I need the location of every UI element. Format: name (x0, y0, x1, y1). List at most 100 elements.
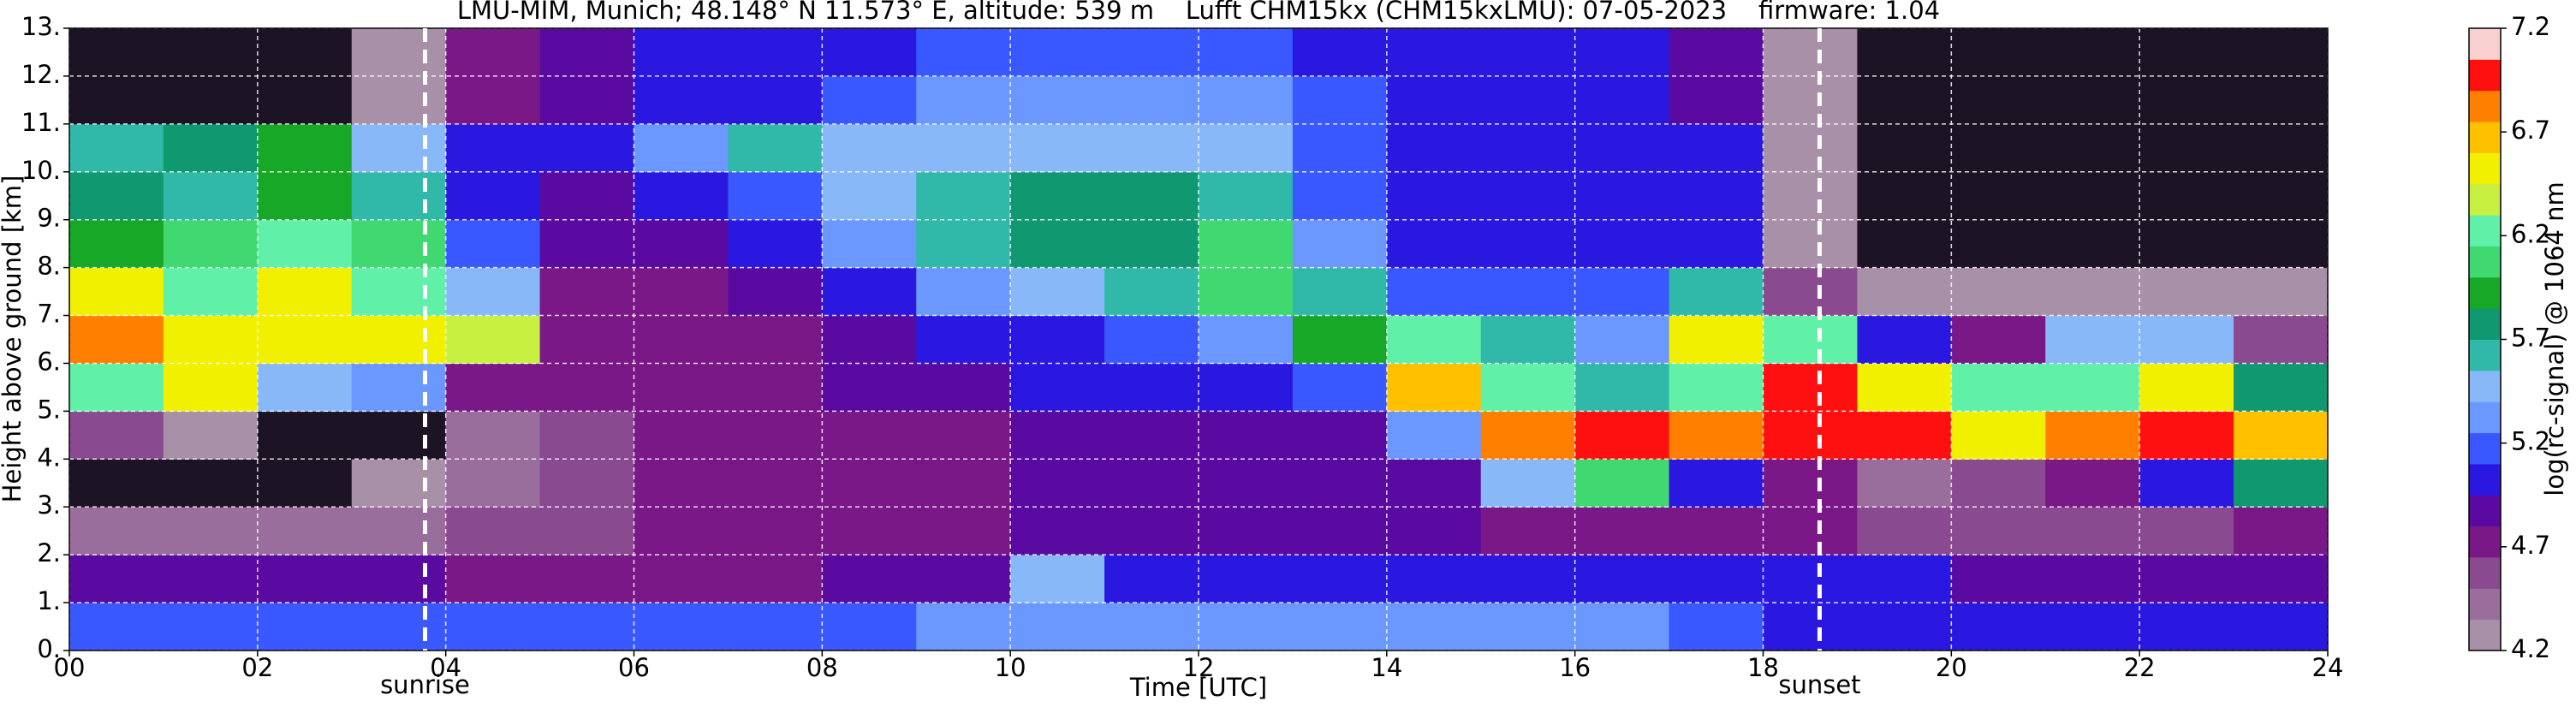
x-tick-label: 02 (241, 653, 273, 682)
heatmap-cell (1574, 603, 1670, 651)
heatmap-cell (1010, 267, 1105, 317)
heatmap-cell (1857, 219, 1952, 269)
heatmap-cell (822, 315, 917, 364)
colorbar-segment (2469, 556, 2501, 589)
heatmap-cell (1104, 219, 1199, 269)
heatmap-cell (2234, 75, 2329, 125)
plot-frame (68, 27, 2329, 651)
heatmap-cell (1292, 459, 1388, 508)
colorbar-tick-label: 4.2 (2511, 634, 2550, 663)
heatmap-cell (163, 123, 259, 173)
heatmap-cell (1951, 507, 2046, 556)
heatmap-cell (1199, 603, 1294, 651)
heatmap-cell (351, 411, 447, 460)
heatmap-cell (2139, 123, 2234, 173)
heatmap-cell (1199, 267, 1294, 317)
heatmap-cell (1951, 459, 2046, 508)
heatmap-cell (69, 411, 164, 460)
heatmap-cell (1857, 123, 1952, 173)
heatmap-cell (1763, 411, 1858, 460)
heatmap-cell (1574, 123, 1670, 173)
heatmap-cell (539, 171, 634, 221)
heatmap-cell (1669, 363, 1764, 412)
y-tick-label: 3. (37, 490, 61, 520)
colorbar-segment (2469, 463, 2501, 496)
heatmap-cell (351, 555, 447, 603)
colorbar-segment (2469, 183, 2501, 216)
heatmap-cell (539, 28, 634, 77)
heatmap-cell (1010, 411, 1105, 460)
heatmap-cell (1480, 555, 1576, 603)
heatmap-cell (1386, 75, 1482, 125)
heatmap-cell (1951, 267, 2046, 317)
heatmap-cell (2234, 411, 2329, 460)
heatmap-cell (1292, 555, 1388, 603)
heatmap-cell (1763, 555, 1858, 603)
heatmap-cell (1104, 555, 1199, 603)
heatmap-cell (1010, 28, 1105, 77)
heatmap-cell (163, 75, 259, 125)
heatmap-cell (822, 171, 917, 221)
heatmap-cell (1574, 267, 1670, 317)
heatmap-cell (1480, 363, 1576, 412)
heatmap-cell (916, 171, 1011, 221)
heatmap-cell (1763, 171, 1858, 221)
heatmap-cell (2234, 459, 2329, 508)
colorbar-tick-label: 6.7 (2511, 116, 2550, 145)
heatmap-cell (634, 411, 729, 460)
colorbar-tick-label: 6.2 (2511, 219, 2550, 248)
heatmap-cell (69, 219, 164, 269)
heatmap-cell (916, 75, 1011, 125)
heatmap-cell (916, 219, 1011, 269)
heatmap-cell (539, 459, 634, 508)
heatmap-cell (1199, 171, 1294, 221)
heatmap-cell (728, 123, 823, 173)
heatmap-cell (1574, 219, 1670, 269)
heatmap-cell (2045, 123, 2140, 173)
heatmap-cell (257, 28, 353, 77)
heatmap-cell (1951, 219, 2046, 269)
heatmap-cell (1386, 411, 1482, 460)
heatmap-cell (445, 411, 541, 460)
heatmap-cell (1669, 219, 1764, 269)
heatmap-cell (728, 363, 823, 412)
heatmap-cell (2234, 603, 2329, 651)
heatmap-cell (2234, 507, 2329, 556)
heatmap-cell (1199, 507, 1294, 556)
heatmap-cell (822, 603, 917, 651)
heatmap-cell (1574, 411, 1670, 460)
heatmap-cell (445, 603, 541, 651)
heatmap-cell (2139, 459, 2234, 508)
heatmap-cell (1857, 315, 1952, 364)
heatmap-cell (1386, 123, 1482, 173)
heatmap-cell (2045, 75, 2140, 125)
x-tick-label: 18 (1747, 653, 1779, 682)
x-tick-label: 12 (1183, 653, 1215, 682)
heatmap-cell (1386, 171, 1482, 221)
heatmap-cell (351, 123, 447, 173)
heatmap-cell (1669, 555, 1764, 603)
heatmap-cell (1104, 75, 1199, 125)
heatmap-cell (728, 603, 823, 651)
heatmap-cell (728, 219, 823, 269)
heatmap-cell (257, 459, 353, 508)
heatmap-cell (2139, 171, 2234, 221)
heatmap-cell (2234, 219, 2329, 269)
heatmap-cell (163, 315, 259, 364)
heatmap-cell (351, 315, 447, 364)
heatmap-cell (1574, 315, 1670, 364)
heatmap-cell (822, 411, 917, 460)
heatmap-cell (163, 411, 259, 460)
x-tick-label: 16 (1559, 653, 1591, 682)
heatmap-cell (2045, 28, 2140, 77)
heatmap-cell (916, 507, 1011, 556)
heatmap-cell (2045, 555, 2140, 603)
heatmap-cell (2234, 363, 2329, 412)
heatmap-cell (351, 459, 447, 508)
heatmap-cell (1292, 315, 1388, 364)
event-label: sunrise (380, 670, 470, 699)
heatmap-cell (1199, 363, 1294, 412)
heatmap-cell (2045, 315, 2140, 364)
